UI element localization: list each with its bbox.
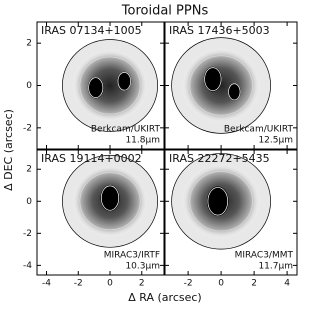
contour bbox=[204, 67, 222, 92]
x-axis-label: Δ RA (arcsec) bbox=[128, 291, 201, 304]
peak bbox=[227, 83, 241, 101]
x-tick-label: -2 bbox=[74, 279, 83, 289]
x-tick-label: -2 bbox=[184, 279, 193, 289]
y-tick-label: 2 bbox=[26, 165, 32, 175]
instrument: MIRAC3/MMT bbox=[235, 251, 294, 261]
contour bbox=[62, 154, 159, 248]
panel-name: IRAS 19114+0002 bbox=[41, 152, 142, 165]
instrument: MIRAC3/IRTF bbox=[104, 251, 160, 261]
instrument: Berkcam/UKIRT bbox=[224, 125, 294, 135]
peak bbox=[206, 186, 229, 217]
contour bbox=[207, 187, 229, 216]
wavelength: 10.3μm bbox=[125, 262, 160, 272]
wavelength: 12.5μm bbox=[258, 136, 293, 146]
contour bbox=[117, 72, 132, 91]
x-tick-label: 0 bbox=[218, 279, 224, 289]
contour bbox=[228, 83, 241, 101]
y-tick-label: 0 bbox=[26, 81, 32, 91]
contour bbox=[88, 77, 104, 98]
contour bbox=[79, 172, 141, 231]
wavelength: 11.7μm bbox=[258, 262, 293, 272]
peak bbox=[117, 71, 132, 91]
y-tick-label: -4 bbox=[23, 261, 32, 271]
panel-frame bbox=[36, 149, 165, 276]
contour bbox=[189, 171, 253, 232]
panel-frame bbox=[164, 149, 298, 276]
y-tick-label: -2 bbox=[23, 229, 32, 239]
x-tick-label: 2 bbox=[251, 279, 257, 289]
peak bbox=[203, 66, 222, 92]
core bbox=[181, 47, 261, 124]
y-tick-label: 0 bbox=[26, 197, 32, 207]
figure: Toroidal PPNs Δ RA (arcsec) Δ DEC (arcse… bbox=[2, 4, 298, 304]
y-axis-label: Δ DEC (arcsec) bbox=[2, 109, 15, 191]
wavelength: 11.8μm bbox=[125, 136, 160, 146]
panel-name: IRAS 07134+1005 bbox=[41, 24, 142, 37]
x-tick-label: -4 bbox=[42, 279, 51, 289]
contour bbox=[79, 56, 141, 115]
instrument: Berkcam/UKIRT bbox=[91, 125, 161, 135]
peak bbox=[100, 184, 120, 212]
contour bbox=[171, 37, 271, 134]
contour bbox=[62, 39, 159, 132]
contour bbox=[189, 55, 253, 116]
x-tick-label: 0 bbox=[107, 279, 113, 289]
peak bbox=[87, 76, 104, 99]
panel-name: IRAS 22272+5435 bbox=[169, 152, 270, 165]
panel-name: IRAS 17436+5003 bbox=[169, 24, 270, 37]
x-tick-label: 2 bbox=[139, 279, 145, 289]
y-tick-label: 2 bbox=[26, 39, 32, 49]
figure-title: Toroidal PPNs bbox=[121, 4, 209, 19]
core bbox=[71, 48, 149, 123]
y-tick-label: -2 bbox=[23, 123, 32, 133]
contour bbox=[100, 185, 120, 211]
x-tick-label: 4 bbox=[284, 279, 290, 289]
